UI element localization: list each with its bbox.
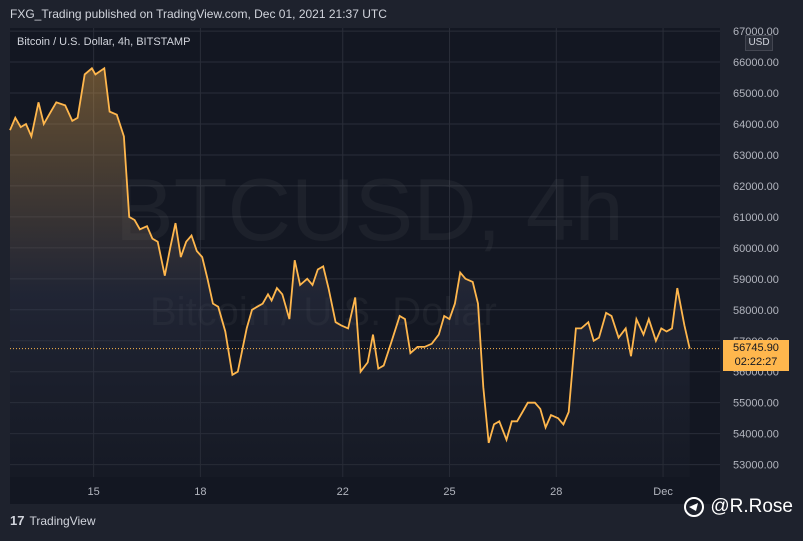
last-price-label: 56745.90 02:22:27 [723, 340, 789, 371]
x-tick-label: 15 [88, 486, 100, 498]
x-tick-label: 22 [337, 486, 349, 498]
footer-brand-label: TradingView [29, 513, 96, 528]
y-tick-label: 61000.00 [733, 212, 779, 224]
author-signature: @R.Rose [684, 496, 793, 518]
publish-header: FXG_Trading published on TradingView.com… [10, 7, 387, 21]
y-axis: 53000.0054000.0055000.0056000.0057000.00… [733, 26, 779, 472]
price-line [9, 66, 691, 444]
x-axis: 15 18 22 25 28 Dec [88, 486, 674, 498]
y-tick-label: 60000.00 [733, 243, 779, 255]
bar-countdown: 02:22:27 [734, 356, 778, 368]
y-tick-label: 62000.00 [733, 181, 779, 193]
signature-text: @R.Rose [710, 496, 793, 517]
currency-badge[interactable]: USD [745, 35, 773, 51]
last-price-value: 56745.90 [733, 342, 779, 354]
y-tick-label: 67000.00 [733, 26, 779, 38]
y-tick-label: 55000.00 [733, 398, 779, 410]
chart-pane[interactable]: BTCUSD, 4h Bitcoin / U.S. Dollar 53000.0… [9, 26, 779, 504]
x-tick-label: 28 [550, 486, 562, 498]
x-tick-label: Dec [653, 486, 673, 498]
x-tick-label: 18 [194, 486, 206, 498]
tradingview-logo-icon: 17 [10, 513, 25, 528]
y-tick-label: 53000.00 [733, 460, 779, 472]
y-tick-label: 59000.00 [733, 274, 779, 286]
price-chart: BTCUSD, 4h Bitcoin / U.S. Dollar 53000.0… [9, 26, 779, 498]
telegram-like-icon [684, 497, 705, 517]
y-tick-label: 54000.00 [733, 429, 779, 441]
y-tick-label: 64000.00 [733, 119, 779, 131]
x-tick-label: 25 [443, 486, 455, 498]
price-area-fill [10, 68, 690, 478]
footer-brand[interactable]: 17 TradingView [10, 513, 96, 528]
watermark-symbol: BTCUSD, 4h [115, 160, 624, 259]
y-tick-label: 66000.00 [733, 57, 779, 69]
chart-title: Bitcoin / U.S. Dollar, 4h, BITSTAMP [17, 36, 191, 48]
y-tick-label: 63000.00 [733, 150, 779, 162]
y-tick-label: 58000.00 [733, 305, 779, 317]
y-tick-label: 65000.00 [733, 88, 779, 100]
